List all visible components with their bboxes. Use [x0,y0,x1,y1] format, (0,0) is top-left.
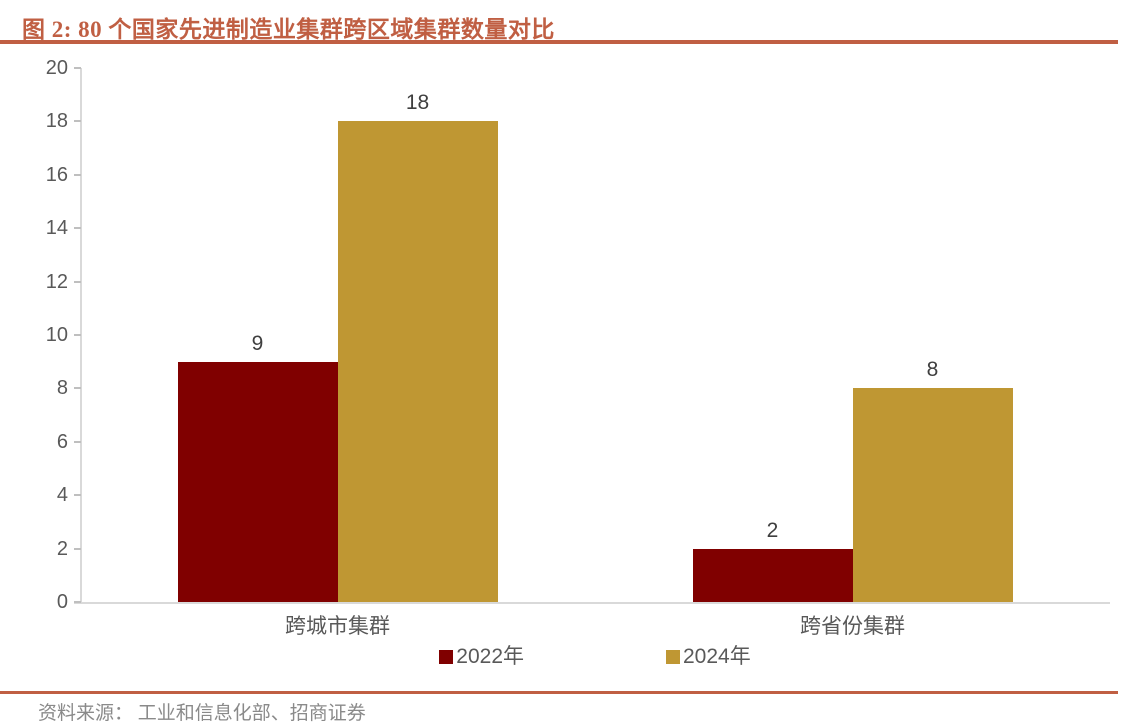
y-axis-tick-label: 4 [56,484,68,507]
bar-value-label: 9 [251,331,264,355]
figure-title: 图 2: 80 个国家先进制造业集群跨区域集群数量对比 [22,17,555,42]
footer-rule [0,691,1118,694]
y-axis-tick-label: 8 [56,377,68,400]
y-axis-tick-label: 2 [56,537,68,560]
y-axis-tick [74,387,81,390]
y-axis-line [80,68,82,602]
bar-value-label: 18 [405,91,430,115]
y-axis-tick [74,601,81,603]
x-axis-category-label: 跨省份集群 [800,614,905,638]
legend-label: 2024年 [683,645,751,668]
bar-2024年-跨省份集群 [852,388,1013,602]
y-axis-tick [74,280,81,283]
y-axis-tick [74,334,81,336]
y-axis-tick-label: 18 [45,110,68,133]
chart-legend: 2022年 2024年 [80,645,1110,669]
legend-color-swatch [666,650,680,664]
y-axis-tick [74,547,81,550]
x-axis-line [74,602,1110,604]
y-axis-tick-label: 10 [45,324,68,346]
x-axis-category-label: 跨城市集群 [285,614,390,638]
legend-color-swatch [439,650,454,664]
legend-label: 2022年 [456,645,524,668]
bar-2022年-跨省份集群 [692,548,853,602]
bar-2024年-跨城市集群 [337,121,498,602]
y-axis-tick [74,120,81,123]
title-underline [0,40,1118,44]
y-axis-tick [74,440,81,443]
y-axis-tick [74,227,81,230]
bar-value-label: 2 [766,518,779,542]
y-axis-tick-label: 6 [56,430,68,453]
bar-value-label: 8 [926,358,939,382]
legend-item-2024年: 2024年 [666,645,751,669]
source-note: 资料来源： 工业和信息化部、招商证券 [38,703,366,724]
y-axis-tick-label: 0 [56,591,68,613]
bar-2022年-跨城市集群 [177,361,338,602]
legend-item-2022年: 2022年 [439,645,524,669]
y-axis-tick-label: 20 [45,57,68,79]
y-axis-tick-label: 14 [45,217,68,240]
y-axis-tick [74,173,81,176]
y-axis-tick-label: 12 [45,270,68,293]
y-axis-tick [74,494,81,497]
y-axis-tick-label: 16 [45,163,68,186]
y-axis-tick [74,67,81,69]
